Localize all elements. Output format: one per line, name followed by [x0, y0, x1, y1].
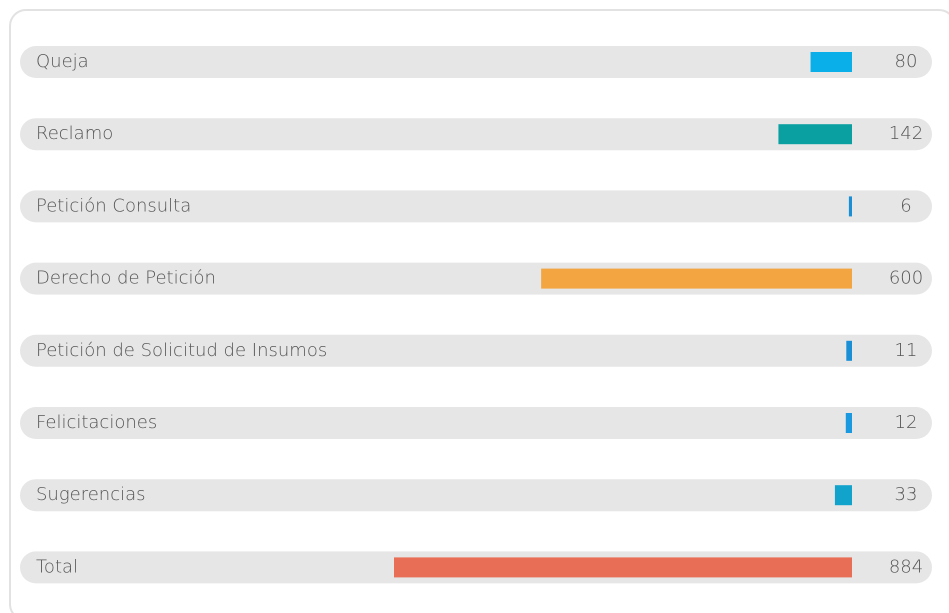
row-label: Derecho de Petición [36, 268, 216, 289]
value-label: 884 [889, 556, 923, 577]
row-pill [20, 407, 932, 439]
row-label: Sugerencias [36, 484, 146, 505]
row-label: Reclamo [36, 123, 113, 144]
bar [541, 268, 852, 289]
card [9, 9, 949, 613]
bar [848, 196, 852, 217]
bar [845, 413, 852, 433]
row-pill [20, 479, 932, 512]
bar [394, 557, 852, 578]
value-label: 600 [889, 268, 923, 289]
value-label: 6 [900, 195, 911, 216]
bar [834, 485, 852, 506]
bar [810, 52, 852, 72]
value-label: 12 [895, 412, 918, 433]
value-label: 80 [895, 51, 918, 72]
value-label: 142 [889, 123, 923, 144]
row-label: Petición de Solicitud de Insumos [36, 340, 327, 361]
row-label: Felicitaciones [36, 412, 157, 433]
row-label: Queja [36, 51, 89, 72]
value-label: 33 [895, 484, 918, 505]
row-pill [20, 118, 932, 151]
value-label: 11 [895, 340, 918, 361]
row-pill [20, 334, 932, 367]
bar [846, 340, 852, 361]
row-label: Total [36, 556, 78, 577]
row-pill [20, 190, 932, 223]
bar [778, 124, 852, 145]
row-label: Petición Consulta [36, 195, 191, 216]
row-pill [20, 46, 932, 78]
